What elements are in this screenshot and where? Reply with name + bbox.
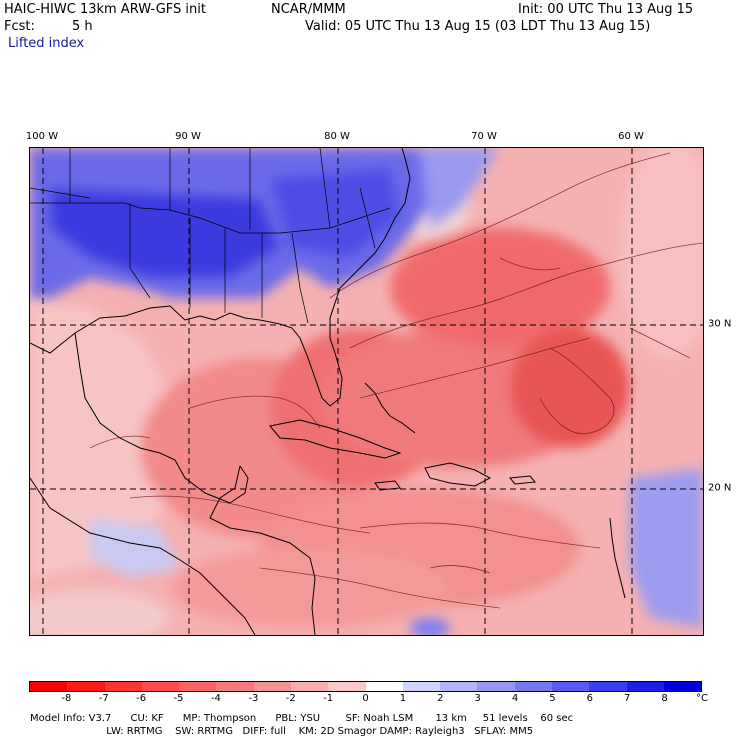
model-info-line2: LW: RRTMG SW: RRTMG DIFF: full KM: 2D Sm… [30,726,534,737]
colorbar-tick-label: 1 [399,693,407,704]
colorbar-swatch [290,682,329,691]
colorbar-swatch [514,682,552,691]
model-info-line1: Model Info: V3.7 CU: KF MP: Thompson PBL… [30,713,574,724]
colorbar-tick-label: 8 [661,693,668,704]
colorbar-swatch [328,682,366,691]
colorbar-tick-label: -7 [98,693,109,704]
colorbar-swatch [216,682,254,691]
stable-air-region [30,148,703,635]
forecast-hour: 5 h [72,19,93,34]
colorbar-swatch [67,682,105,691]
colorbar-swatch [104,682,142,691]
lon-label-90w: 90 W [175,131,201,142]
colorbar-tick-label: 6 [586,693,594,704]
colorbar-swatch [440,682,478,691]
colorbar-tick-label: -1 [323,693,334,704]
state-borders [30,148,391,324]
lon-label-100w: 100 W [25,131,59,142]
field-name: Lifted index [8,36,85,51]
lat-label-20n: 20 N [708,482,732,494]
colorbar-swatch [179,682,217,691]
colorbar-tick-label: 2 [437,693,444,704]
colorbar-tick-label: -6 [136,693,147,704]
field-shading [30,148,703,635]
colorbar-tick-label: -2 [285,693,296,704]
colorbar-swatch [663,682,702,691]
colorbar-swatch [365,682,403,691]
colorbar-swatch [589,682,627,691]
colorbar-tick-label: -5 [173,693,184,704]
model-title: HAIC-HIWC 13km ARW-GFS init [4,2,206,17]
colorbar-swatch [402,682,441,691]
lat-label-30n: 30 N [708,318,732,330]
lon-label-80w: 80 W [324,131,350,142]
colorbar-unit: °C [696,693,708,704]
coastlines [30,148,626,635]
colorbar-tick-label: 3 [474,693,481,704]
colorbar-tick-label: 7 [624,693,631,704]
colorbar-tick-label: 5 [549,693,556,704]
colorbar-tick-label: 0 [362,693,369,704]
graticule [30,148,703,635]
valid-time: Valid: 05 UTC Thu 13 Aug 15 (03 LDT Thu … [305,19,651,34]
colorbar-swatch [551,682,590,691]
forecast-label: Fcst: [4,19,35,34]
colorbar-swatch [477,682,515,691]
colorbar-tick-label: -4 [210,693,221,704]
lifted-index-map [29,147,704,636]
colorbar-swatch [30,682,68,691]
colorbar-swatch [141,682,180,691]
contours [89,152,703,609]
organization-label: NCAR/MMM [271,2,346,17]
colorbar-swatch [253,682,291,691]
lon-label-70w: 70 W [471,131,497,142]
colorbar-tick-label: -3 [248,693,259,704]
colorbar [29,681,702,692]
colorbar-tick-label: -8 [61,693,72,704]
colorbar-tick-label: 4 [511,693,519,704]
lon-label-60w: 60 W [618,131,644,142]
colorbar-swatch [626,682,664,691]
init-time: Init: 00 UTC Thu 13 Aug 15 [518,2,694,17]
